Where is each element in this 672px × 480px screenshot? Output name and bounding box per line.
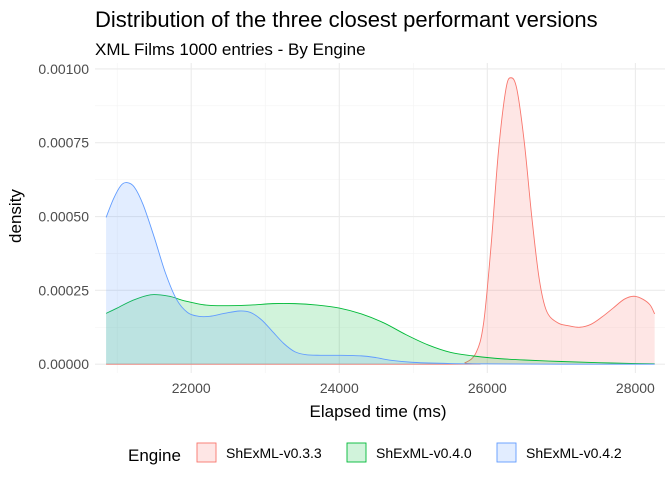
density-areas xyxy=(105,77,656,365)
y-tick-label-2: 0.00050 xyxy=(38,209,89,225)
y-tick-label-0: 0.00000 xyxy=(38,356,89,372)
legend-title: Engine xyxy=(128,446,181,465)
y-axis-title: density xyxy=(6,189,25,243)
chart-subtitle: XML Films 1000 entries - By Engine xyxy=(95,40,366,59)
density-area-2 xyxy=(106,182,655,365)
legend-label-0: ShExML-v0.3.3 xyxy=(226,445,322,461)
x-tick-label-3: 28000 xyxy=(616,380,655,396)
density-line-0 xyxy=(106,77,656,365)
legend-key-0 xyxy=(196,442,217,463)
density-line-2 xyxy=(105,182,655,365)
y-tick-label-3: 0.00075 xyxy=(38,135,89,151)
legend-label-1: ShExML-v0.4.0 xyxy=(376,445,472,461)
x-tick-label-2: 26000 xyxy=(468,380,507,396)
x-tick-label-0: 22000 xyxy=(172,380,211,396)
x-axis-title: Elapsed time (ms) xyxy=(310,402,447,421)
y-axis-ticks: 0.00000 0.00025 0.00050 0.00075 0.00100 xyxy=(38,61,89,372)
x-axis-ticks: 22000 24000 26000 28000 xyxy=(172,380,655,396)
legend-key-bg-1 xyxy=(346,442,367,463)
x-tick-label-1: 24000 xyxy=(320,380,359,396)
legend-key-1 xyxy=(346,442,367,463)
legend-key-bg-2 xyxy=(496,442,517,463)
legend-key-bg-0 xyxy=(196,442,217,463)
density-area-1 xyxy=(106,294,655,365)
density-area-0 xyxy=(106,77,655,365)
chart-title: Distribution of the three closest perfor… xyxy=(95,7,598,32)
legend-key-2 xyxy=(496,442,517,463)
legend-label-2: ShExML-v0.4.2 xyxy=(526,445,622,461)
y-tick-label-4: 0.00100 xyxy=(38,61,89,77)
y-tick-label-1: 0.00025 xyxy=(38,282,89,298)
legend: Engine ShExML-v0.3.3 ShExML-v0.4.0 ShExML-… xyxy=(128,442,622,465)
density-line-1 xyxy=(105,294,655,365)
